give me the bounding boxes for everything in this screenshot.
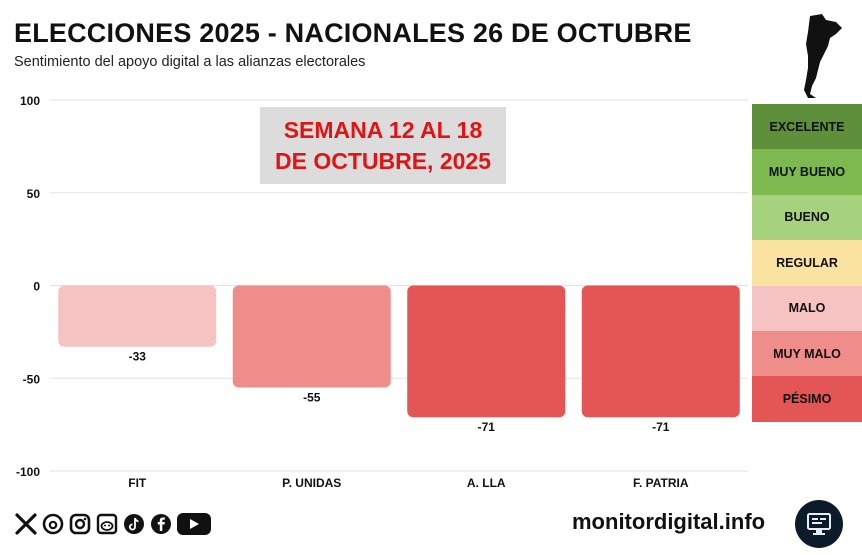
x-icon[interactable] [14,512,38,536]
y-tick-label: 100 [20,94,40,108]
reddit-icon[interactable] [95,512,119,536]
sentiment-legend: EXCELENTE MUY BUENO BUENO REGULAR MALO M… [752,104,862,422]
legend-item-muy-malo: MUY MALO [752,330,862,377]
legend-item-excelente: EXCELENTE [752,104,862,150]
legend-label: MUY BUENO [768,165,846,180]
y-tick-label: 0 [33,280,40,294]
legend-item-muy-bueno: MUY BUENO [752,149,862,195]
page-title: ELECCIONES 2025 - NACIONALES 26 DE OCTUB… [14,18,692,48]
week-label-line2: DE OCTUBRE, 2025 [274,147,491,174]
page-subtitle: Sentimiento del apoyo digital a las alia… [14,54,366,70]
legend-item-bueno: BUENO [752,194,862,241]
legend-label: MALO [788,301,826,316]
legend-label: MUY MALO [773,346,841,361]
bar [232,285,391,388]
week-label-box: SEMANA 12 AL 18 DE OCTUBRE, 2025 [260,107,506,184]
legend-item-pesimo: PÉSIMO [752,376,862,422]
x-tick-label: FIT [128,476,147,490]
legend-item-regular: REGULAR [752,240,862,286]
facebook-icon[interactable] [149,512,173,536]
data-label: -55 [303,391,321,405]
x-tick-label: F. PATRIA [633,476,689,490]
monitor-logo-icon [795,500,843,548]
bar [58,285,217,347]
y-tick-label: 50 [27,187,41,201]
youtube-icon[interactable] [176,512,212,536]
data-label: -71 [652,420,670,434]
legend-label: PÉSIMO [782,392,832,407]
legend-label: EXCELENTE [769,119,845,134]
argentina-map-icon [804,14,842,98]
data-label: -71 [478,420,496,434]
tiktok-icon[interactable] [122,512,146,536]
site-url[interactable]: monitordigital.info [572,509,766,534]
legend-item-malo: MALO [752,285,862,331]
y-tick-label: -50 [23,372,41,386]
threads-icon[interactable] [41,512,65,536]
legend-label: REGULAR [776,255,838,270]
instagram-icon[interactable] [68,512,92,536]
social-icons [14,512,212,536]
x-tick-label: P. UNIDAS [282,476,341,490]
y-tick-label: -100 [16,465,40,479]
x-tick-label: A. LLA [467,476,506,490]
week-label-line1: SEMANA 12 AL 18 [283,116,483,143]
legend-label: BUENO [784,210,830,225]
data-label: -33 [129,350,147,364]
bar [581,285,740,418]
bar [407,285,566,418]
